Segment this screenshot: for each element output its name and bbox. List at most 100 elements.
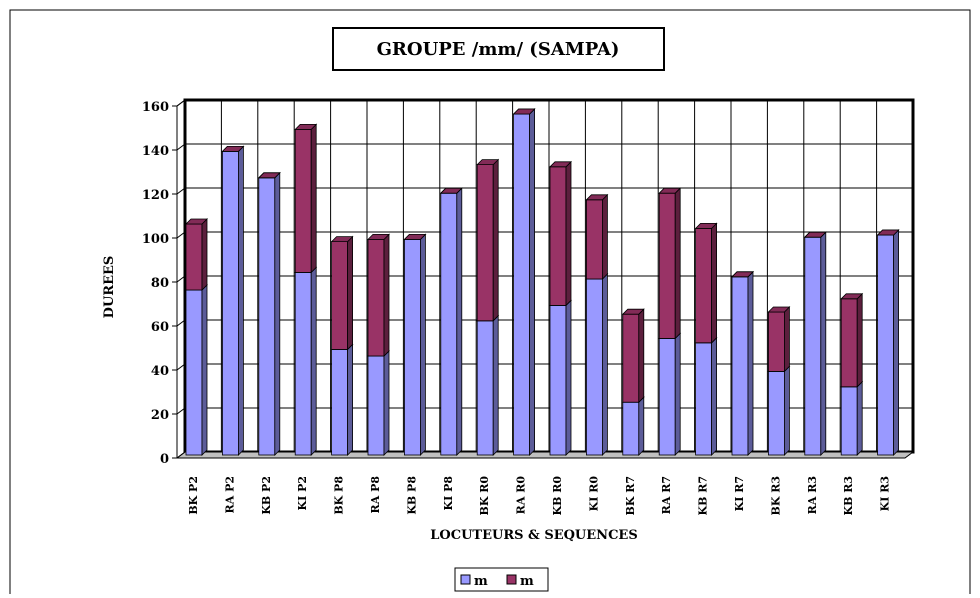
bar-side bbox=[711, 222, 717, 344]
bar bbox=[294, 266, 318, 456]
x-tick-label: RA R7 bbox=[660, 476, 673, 514]
bar-side bbox=[383, 350, 390, 456]
bar-top bbox=[876, 229, 900, 236]
bar-top bbox=[803, 231, 827, 238]
bar-front bbox=[221, 150, 239, 456]
bar-side bbox=[784, 306, 790, 373]
x-tick-label: BK R7 bbox=[624, 476, 637, 515]
bar-top bbox=[731, 271, 754, 278]
x-tick-label: BK R0 bbox=[478, 476, 491, 516]
bar-side bbox=[820, 231, 827, 456]
bar-front bbox=[331, 348, 349, 456]
x-tick-label: RA P2 bbox=[223, 476, 236, 513]
bar bbox=[694, 222, 718, 344]
bar bbox=[803, 231, 827, 456]
bar-top bbox=[367, 234, 390, 240]
x-tick-label: KI R0 bbox=[587, 476, 600, 512]
bar bbox=[621, 396, 645, 456]
bar bbox=[367, 350, 390, 456]
bar-side bbox=[747, 270, 754, 456]
bar-side bbox=[856, 292, 863, 388]
bar bbox=[876, 229, 900, 236]
bar bbox=[257, 172, 281, 179]
bar bbox=[876, 229, 900, 456]
y-tick-label: 160 bbox=[142, 100, 169, 115]
y-tick-label: 100 bbox=[142, 232, 169, 247]
chart-title: GROUPE /mm/ (SAMPA) bbox=[377, 39, 620, 60]
bar bbox=[403, 233, 427, 456]
bar-side bbox=[602, 193, 608, 280]
x-axis-label: LOCUTEURS & SEQUENCES bbox=[430, 528, 637, 543]
y-tick-label: 0 bbox=[160, 452, 169, 467]
bar-side bbox=[638, 308, 645, 404]
bar bbox=[476, 314, 500, 456]
bar-front bbox=[294, 271, 312, 456]
title-box bbox=[332, 27, 665, 71]
grid-line-side bbox=[176, 451, 186, 459]
bar bbox=[658, 187, 682, 340]
bar-side bbox=[856, 380, 863, 456]
bar-front bbox=[549, 166, 567, 306]
bar bbox=[840, 292, 864, 388]
bar bbox=[767, 365, 791, 456]
bar-front bbox=[622, 401, 640, 456]
grid-line-side bbox=[176, 231, 186, 239]
bar-top bbox=[694, 223, 718, 229]
bar-side bbox=[238, 145, 244, 456]
bar-front bbox=[840, 298, 858, 388]
bar bbox=[549, 299, 572, 456]
x-tick-label: BK P8 bbox=[333, 476, 346, 515]
bar bbox=[803, 231, 827, 238]
legend-label: m bbox=[474, 574, 488, 589]
bar bbox=[512, 108, 536, 456]
bar bbox=[731, 270, 754, 456]
bar-front bbox=[804, 236, 822, 456]
bar bbox=[330, 235, 354, 351]
bar-side bbox=[711, 336, 717, 456]
bar-front bbox=[622, 313, 640, 403]
bar-front bbox=[695, 342, 712, 456]
bar-side bbox=[492, 158, 499, 322]
grid-line-side bbox=[176, 319, 186, 327]
bar bbox=[694, 336, 718, 456]
bar-front bbox=[586, 199, 603, 280]
x-tick-label: KB R7 bbox=[697, 476, 710, 515]
bar-top bbox=[439, 187, 463, 194]
bar-side bbox=[674, 332, 681, 456]
bar-front bbox=[840, 386, 858, 456]
bar-top bbox=[257, 172, 281, 179]
bar-side bbox=[383, 233, 390, 357]
bar-front bbox=[185, 223, 203, 291]
bar-top bbox=[330, 236, 354, 242]
bar-side bbox=[492, 314, 499, 456]
bar-front bbox=[440, 192, 458, 456]
bar-side bbox=[456, 187, 463, 456]
bar-side bbox=[565, 299, 572, 456]
bar bbox=[731, 271, 754, 278]
x-tick-label: BK P2 bbox=[187, 476, 200, 515]
legend-swatch bbox=[506, 574, 517, 585]
bar-side bbox=[201, 284, 208, 456]
grid-line-side bbox=[176, 187, 186, 195]
x-tick-label: KI R3 bbox=[879, 476, 892, 511]
bar-side bbox=[602, 273, 608, 456]
bar-front bbox=[185, 289, 203, 456]
bar-side bbox=[420, 233, 426, 456]
grid-line-side bbox=[176, 363, 186, 371]
bar-front bbox=[258, 177, 276, 456]
bar-front bbox=[768, 311, 785, 372]
grid-line-side bbox=[176, 99, 186, 107]
bar bbox=[621, 308, 645, 404]
bar bbox=[257, 171, 281, 456]
grid-line-side bbox=[176, 143, 186, 151]
y-axis-label: DUREES bbox=[102, 256, 117, 319]
bar-top bbox=[512, 108, 536, 115]
bar-top bbox=[403, 234, 427, 240]
x-tick-label: KB R0 bbox=[551, 476, 564, 516]
bar bbox=[512, 108, 536, 115]
bar-side bbox=[274, 171, 281, 456]
bar-top bbox=[585, 194, 609, 201]
bar-side bbox=[347, 343, 353, 456]
grid-line-side bbox=[176, 275, 186, 283]
